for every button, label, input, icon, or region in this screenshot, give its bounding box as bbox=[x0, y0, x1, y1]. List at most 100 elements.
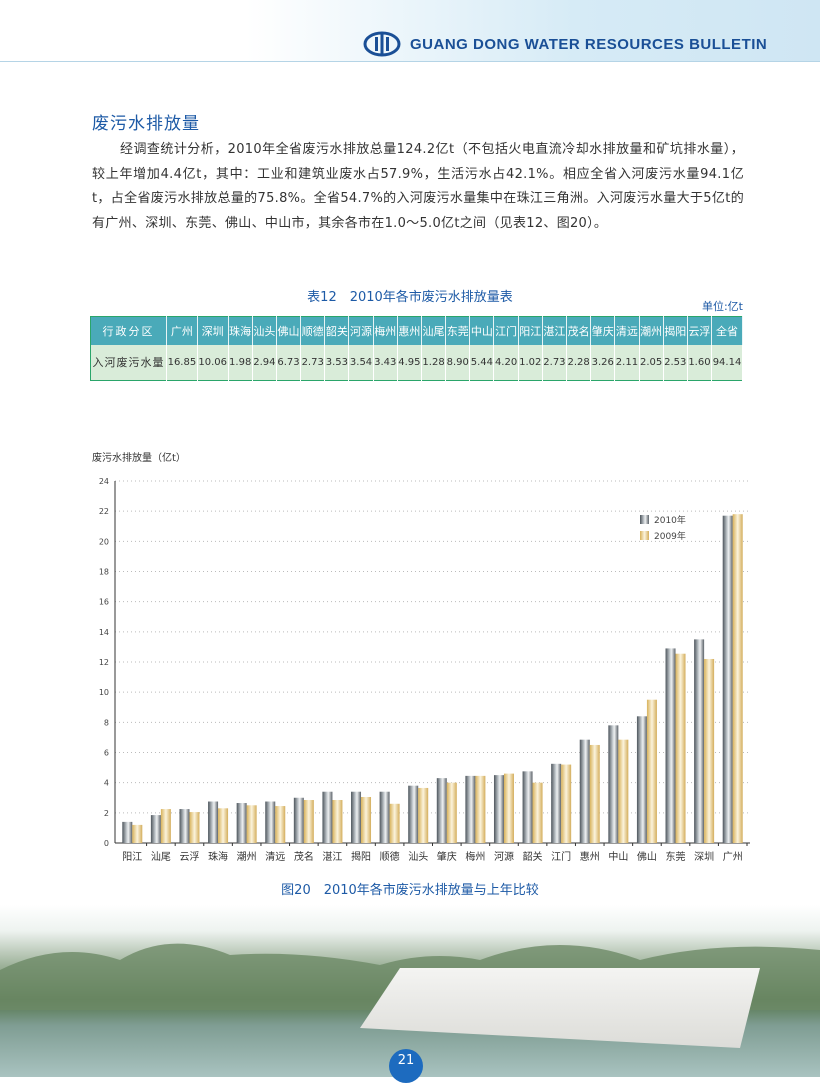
bar-2009 bbox=[446, 782, 457, 843]
header-cell: 中山 bbox=[469, 316, 495, 345]
header-cell: 河源 bbox=[348, 316, 374, 345]
value-cell: 2.73 bbox=[542, 344, 568, 381]
legend-label: 2010年 bbox=[654, 514, 686, 526]
value-cell: 1.28 bbox=[421, 344, 447, 381]
bar-2010 bbox=[636, 716, 647, 843]
bar-2010 bbox=[293, 797, 304, 843]
y-tick-label: 8 bbox=[104, 718, 109, 727]
y-tick-label: 2 bbox=[104, 809, 109, 818]
header-cell: 全省 bbox=[711, 316, 743, 345]
bar-2010 bbox=[351, 791, 362, 843]
guangdong-water-logo bbox=[363, 31, 401, 57]
bar-2010 bbox=[694, 639, 705, 843]
y-axis-label: 废污水排放量（亿t） bbox=[92, 453, 186, 464]
value-cell: 10.06 bbox=[197, 344, 229, 381]
wastewater-table: 行政分区 广州 深圳 珠海 汕头 佛山 顺德 韶关 河源 梅州 惠州 汕尾 东莞 中山 江门 阳江 湛江 茂名 肇庆… bbox=[90, 316, 743, 381]
header-cell: 揭阳 bbox=[663, 316, 688, 345]
value-cell: 1.02 bbox=[518, 344, 543, 381]
y-tick-label: 10 bbox=[99, 688, 109, 697]
bar-2009 bbox=[389, 803, 400, 843]
header-cell: 广州 bbox=[166, 316, 198, 345]
y-tick-label: 12 bbox=[99, 658, 109, 667]
legend-swatch bbox=[640, 531, 649, 540]
page-number: 21 bbox=[389, 1049, 423, 1083]
bar-2009 bbox=[618, 739, 629, 843]
x-tick-label: 阳江 bbox=[122, 851, 142, 863]
bar-2009 bbox=[361, 796, 372, 843]
bar-2009 bbox=[275, 806, 286, 843]
row-label: 入河废污水量 bbox=[90, 344, 167, 381]
y-tick-label: 22 bbox=[99, 507, 109, 516]
bar-2009 bbox=[189, 812, 200, 843]
bar-2010 bbox=[579, 739, 590, 843]
bar-2009 bbox=[532, 782, 543, 843]
header-cell: 珠海 bbox=[228, 316, 253, 345]
x-tick-label: 中山 bbox=[608, 850, 628, 863]
table-caption: 表12 2010年各市废污水排放量表 bbox=[307, 290, 513, 305]
bar-2010 bbox=[493, 775, 504, 843]
header-cell: 行政分区 bbox=[90, 316, 167, 345]
header-cell: 云浮 bbox=[687, 316, 713, 345]
value-cell: 5.44 bbox=[469, 344, 495, 381]
bar-2010 bbox=[408, 785, 419, 843]
bar-2010 bbox=[208, 801, 219, 843]
header-cell: 顺德 bbox=[300, 316, 326, 345]
value-cell: 16.85 bbox=[166, 344, 198, 381]
x-tick-label: 江门 bbox=[551, 850, 571, 863]
page-header: GUANG DONG WATER RESOURCES BULLETIN bbox=[0, 0, 820, 62]
bar-2009 bbox=[561, 764, 572, 843]
value-cell: 2.73 bbox=[300, 344, 326, 381]
header-cell: 深圳 bbox=[197, 316, 229, 345]
header-cell: 阳江 bbox=[518, 316, 543, 345]
x-tick-label: 梅州 bbox=[465, 850, 485, 863]
x-tick-label: 汕头 bbox=[408, 851, 428, 863]
header-cell: 佛山 bbox=[276, 316, 302, 345]
bar-2010 bbox=[665, 648, 676, 843]
value-cell: 3.43 bbox=[373, 344, 398, 381]
legend-swatch bbox=[640, 515, 649, 524]
bar-2009 bbox=[132, 824, 143, 843]
header-cell: 江门 bbox=[493, 316, 519, 345]
y-tick-label: 6 bbox=[104, 749, 109, 758]
table-unit: 单位:亿t bbox=[701, 300, 743, 313]
bar-2009 bbox=[475, 775, 486, 843]
bar-2010 bbox=[150, 815, 161, 843]
x-tick-label: 肇庆 bbox=[437, 850, 457, 863]
x-tick-label: 清远 bbox=[265, 850, 285, 863]
bar-2010 bbox=[551, 763, 562, 843]
header-cell: 肇庆 bbox=[590, 316, 616, 345]
bar-2009 bbox=[418, 787, 429, 843]
bar-2009 bbox=[503, 773, 514, 843]
x-tick-label: 深圳 bbox=[694, 851, 714, 863]
bar-2010 bbox=[722, 515, 733, 843]
x-tick-label: 云浮 bbox=[179, 851, 199, 863]
bar-2010 bbox=[236, 803, 247, 843]
value-cell: 2.28 bbox=[566, 344, 592, 381]
x-tick-label: 汕尾 bbox=[151, 851, 171, 863]
bar-2010 bbox=[179, 809, 190, 843]
value-cell: 1.98 bbox=[228, 344, 253, 381]
section-title: 废污水排放量 bbox=[92, 114, 200, 134]
value-cell: 3.26 bbox=[590, 344, 616, 381]
x-tick-label: 顺德 bbox=[380, 850, 400, 863]
y-tick-label: 20 bbox=[99, 537, 109, 546]
bar-2009 bbox=[704, 658, 715, 843]
table-row: 入河废污水量 16.85 10.06 1.98 2.94 6.73 2.73 3.53 3.54… bbox=[90, 344, 743, 381]
y-tick-label: 18 bbox=[99, 568, 109, 577]
y-tick-label: 16 bbox=[99, 598, 109, 607]
bar-2009 bbox=[246, 805, 257, 843]
bar-2009 bbox=[675, 653, 686, 843]
y-tick-label: 24 bbox=[99, 477, 109, 486]
x-tick-label: 东莞 bbox=[666, 850, 686, 863]
bar-2009 bbox=[160, 809, 171, 843]
x-tick-label: 潮州 bbox=[237, 850, 257, 863]
value-cell: 8.90 bbox=[445, 344, 471, 381]
header-cell: 汕头 bbox=[252, 316, 277, 345]
bar-2010 bbox=[522, 771, 533, 843]
x-tick-label: 惠州 bbox=[580, 850, 600, 863]
value-cell: 1.60 bbox=[687, 344, 713, 381]
bar-2010 bbox=[465, 775, 476, 843]
figure-caption: 图20 2010年各市废污水排放量与上年比较 bbox=[281, 883, 539, 898]
header-cell: 茂名 bbox=[566, 316, 592, 345]
bulletin-title: GUANG DONG WATER RESOURCES BULLETIN bbox=[410, 36, 768, 53]
